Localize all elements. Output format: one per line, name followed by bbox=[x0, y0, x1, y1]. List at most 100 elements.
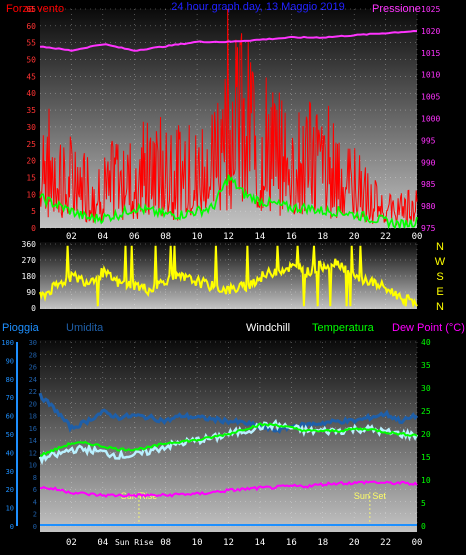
panel1-x-tick: 06 bbox=[129, 232, 140, 242]
panel3-humidity-tick: 50 bbox=[6, 431, 14, 439]
legend-pioggia: Pioggia bbox=[2, 322, 40, 334]
panel1-x-tick: 14 bbox=[254, 232, 265, 242]
panel3-x-tick: Sun Rise bbox=[115, 538, 154, 547]
panel1-right-tick: 1025 bbox=[421, 5, 440, 14]
panel3-x-tick: 14 bbox=[254, 538, 265, 548]
panel1-left-tick: 20 bbox=[26, 157, 36, 166]
panel1-title: 24 hour graph day, 13 Maggio 2019 bbox=[171, 1, 344, 13]
dewpoint-line bbox=[39, 479, 418, 499]
panel3-temp-tick: 0 bbox=[33, 523, 37, 531]
panel3-right-tick: 15 bbox=[421, 453, 431, 462]
sun-rise-label: Sun Rise bbox=[121, 491, 158, 501]
panel3-temp-tick: 20 bbox=[29, 400, 37, 408]
pressure-line bbox=[39, 29, 418, 52]
legend-dewpoint: Dew Point (°C) bbox=[392, 322, 465, 334]
panel1-x-tick: 10 bbox=[192, 232, 203, 242]
compass-letter: E bbox=[436, 286, 443, 298]
panel1-left-tick: 65 bbox=[26, 5, 36, 14]
panel1-left-tick: 0 bbox=[31, 224, 36, 233]
panel3-humidity-tick: 90 bbox=[6, 357, 14, 365]
legend-umidita: Umidita bbox=[66, 322, 104, 334]
panel1-left-tick: 50 bbox=[26, 56, 36, 65]
panel2-left-tick: 90 bbox=[26, 288, 36, 297]
panel3-humidity-tick: 20 bbox=[6, 486, 14, 494]
panel1-x-tick: 22 bbox=[380, 232, 391, 242]
panel1-right-tick: 975 bbox=[421, 224, 436, 233]
panel3-right-tick: 25 bbox=[421, 407, 431, 416]
panel1-x-tick: 00 bbox=[412, 232, 423, 242]
panel1-right-label: Pressione bbox=[372, 3, 421, 15]
panel3-right-tick: 20 bbox=[421, 430, 431, 439]
panel3-right-tick: 0 bbox=[421, 522, 426, 531]
wind-direction-line bbox=[39, 245, 418, 309]
panel2-left-tick: 180 bbox=[22, 272, 37, 281]
wind-average-line bbox=[39, 174, 418, 230]
panel3-temp-tick: 4 bbox=[33, 498, 37, 506]
panel1-right-tick: 1010 bbox=[421, 71, 440, 80]
panel3-temp-tick: 10 bbox=[29, 462, 37, 470]
panel3-x-tick: 08 bbox=[160, 538, 171, 548]
axis-ticks: 0510152025303540455055606597598098599099… bbox=[1, 5, 440, 548]
panel3-humidity-tick: 0 bbox=[10, 523, 14, 531]
panel1-left-tick: 5 bbox=[31, 207, 36, 216]
panel3-right-tick: 5 bbox=[421, 499, 426, 508]
panel1-left-tick: 15 bbox=[26, 173, 36, 182]
panel2-left-tick: 360 bbox=[22, 240, 37, 249]
panel3-temp-tick: 14 bbox=[29, 437, 37, 445]
panel2-left-tick: 0 bbox=[31, 304, 36, 313]
panel3-humidity-tick: 80 bbox=[6, 376, 14, 384]
panel1-right-tick: 985 bbox=[421, 180, 436, 189]
legend-temperatura: Temperatura bbox=[312, 322, 375, 334]
panel3-right-tick: 10 bbox=[421, 476, 431, 485]
panel1-x-tick: 18 bbox=[317, 232, 328, 242]
panel1-x-tick: 04 bbox=[97, 232, 108, 242]
compass-letter: N bbox=[436, 301, 444, 313]
panel1-left-tick: 45 bbox=[26, 72, 36, 81]
compass-letter: S bbox=[436, 271, 443, 283]
panel1-left-tick: 30 bbox=[26, 123, 36, 132]
panel2-left-tick: 270 bbox=[22, 256, 37, 265]
panel1-x-tick: 02 bbox=[66, 232, 77, 242]
panel1-x-tick: 12 bbox=[223, 232, 234, 242]
panel1-x-tick: 20 bbox=[349, 232, 360, 242]
panel3-temp-tick: 16 bbox=[29, 425, 37, 433]
panel3-humidity-tick: 30 bbox=[6, 468, 14, 476]
panel1-left-tick: 55 bbox=[26, 39, 36, 48]
panel3-humidity-tick: 100 bbox=[1, 339, 14, 347]
panel1-x-tick: 08 bbox=[160, 232, 171, 242]
panel3-temp-tick: 8 bbox=[33, 474, 37, 482]
compass-letter: W bbox=[435, 256, 446, 268]
panel3-x-tick: 12 bbox=[223, 538, 234, 548]
panel1-left-tick: 40 bbox=[26, 89, 36, 98]
panel3-temp-tick: 6 bbox=[33, 486, 37, 494]
panel1-right-tick: 1020 bbox=[421, 27, 440, 36]
panel3-right-tick: 30 bbox=[421, 384, 431, 393]
panel3-temp-tick: 12 bbox=[29, 449, 37, 457]
panel3-x-tick: 02 bbox=[66, 538, 77, 548]
panel1-right-tick: 1000 bbox=[421, 115, 440, 124]
panel1-right-tick: 980 bbox=[421, 202, 436, 211]
panel3-humidity-tick: 70 bbox=[6, 394, 14, 402]
panel1-left-label: Forza vento bbox=[6, 3, 64, 15]
legend-windchill: Windchill bbox=[246, 322, 290, 334]
humidity-line bbox=[38, 392, 419, 434]
panel3-right-tick: 35 bbox=[421, 361, 431, 370]
panel1-right-tick: 995 bbox=[421, 136, 436, 145]
panel3-temp-tick: 22 bbox=[29, 388, 37, 396]
sun-set-label: Sun Set bbox=[354, 491, 387, 501]
panel1-right-tick: 1015 bbox=[421, 49, 440, 58]
panel3-humidity-tick: 60 bbox=[6, 413, 14, 421]
panel3-temp-tick: 26 bbox=[29, 364, 37, 372]
panel1-right-tick: 990 bbox=[421, 158, 436, 167]
panel3-x-tick: 20 bbox=[349, 538, 360, 548]
panel3-x-tick: 10 bbox=[192, 538, 203, 548]
panel1-left-tick: 10 bbox=[26, 190, 36, 199]
compass-letter: N bbox=[436, 241, 444, 253]
panel3-temp-tick: 18 bbox=[29, 413, 37, 421]
panel1-left-tick: 25 bbox=[26, 140, 36, 149]
panel3-right-tick: 40 bbox=[421, 338, 431, 347]
panel3-temp-tick: 24 bbox=[29, 376, 37, 384]
panel1-left-tick: 35 bbox=[26, 106, 36, 115]
